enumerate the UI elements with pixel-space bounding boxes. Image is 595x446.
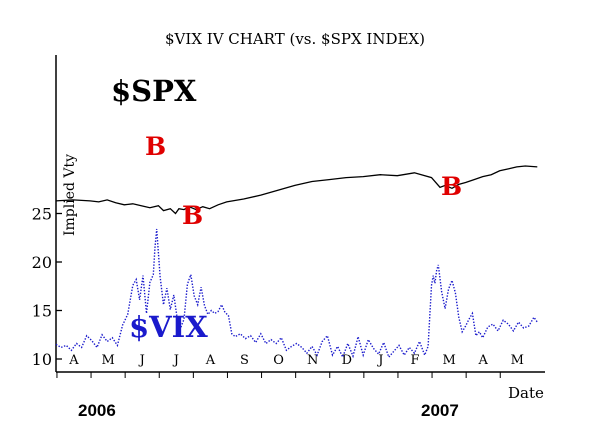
buy-signal-marker: B [182, 201, 203, 230]
vix-series-line [55, 228, 538, 359]
buy-signal-marker: B [441, 172, 462, 201]
y-tick-label: 15 [32, 302, 52, 321]
x-tick-label: A [68, 353, 79, 368]
x-tick-label: M [101, 353, 114, 368]
y-tick-label: 20 [32, 253, 52, 272]
x-tick-label: F [410, 353, 419, 368]
x-tick-label: J [138, 353, 145, 368]
x-tick-label: J [172, 353, 179, 368]
x-tick-label: M [442, 353, 455, 368]
vix-series-label: $VIX [129, 310, 208, 344]
year-label-2006: 2006 [78, 401, 116, 420]
spx-series-line [55, 165, 538, 215]
x-tick-label: J [376, 353, 383, 368]
buy-signal-marker: B [145, 132, 166, 161]
x-tick-label: S [240, 353, 249, 368]
spx-series-label: $SPX [111, 74, 197, 108]
x-tick-label: O [273, 353, 284, 368]
x-tick-label: A [205, 353, 216, 368]
x-tick-label: N [307, 353, 318, 368]
x-axis-label: Date [508, 384, 544, 402]
y-tick-label: 10 [32, 350, 52, 369]
x-tick-label: M [511, 353, 524, 368]
x-tick-label: A [478, 353, 489, 368]
y-axis-label: Implied Vty [62, 154, 78, 236]
year-label-2007: 2007 [421, 401, 459, 420]
x-tick-label: D [342, 353, 352, 368]
chart-title: $VIX IV CHART (vs. $SPX INDEX) [165, 30, 425, 48]
y-tick-label: 25 [32, 205, 52, 224]
